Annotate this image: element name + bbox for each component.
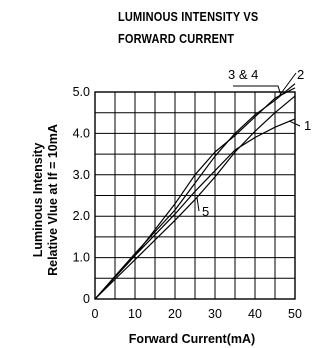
x-tick-label: 50: [288, 307, 302, 321]
x-tick-label: 0: [92, 307, 99, 321]
y-tick-label: 2.0: [73, 209, 90, 223]
x-tick-label: 40: [248, 307, 262, 321]
curve-label-leader: [196, 197, 200, 212]
y-axis-label-line-1: Luminous Intensity: [31, 143, 45, 258]
chart-title-line-1: LUMINOUS INTENSITY VS: [118, 10, 259, 24]
plot-frame: [94, 91, 296, 300]
series-line-1: [94, 118, 296, 300]
curve-label-1: 1: [304, 118, 311, 133]
tick-labels: 0 10 20 30 40 50 0 1.0 2.0 3.0 4.0 5.0: [73, 85, 302, 321]
curve-label-leader: [288, 120, 301, 127]
y-tick-label: 1.0: [73, 251, 90, 265]
x-tick-label: 30: [208, 307, 222, 321]
curves: [94, 83, 296, 300]
series-line-3-4: [94, 87, 296, 300]
curve-label-2: 2: [297, 67, 304, 82]
curve-label-leader: [278, 72, 297, 97]
curve-label-3-4: 3 & 4: [228, 67, 258, 82]
y-tick-label: 0: [83, 292, 90, 306]
y-tick-label: 4.0: [73, 126, 90, 140]
y-tick-label: 3.0: [73, 168, 90, 182]
curve-label-5: 5: [202, 204, 209, 219]
x-axis-label: Forward Current(mA): [129, 332, 255, 346]
curve-label-leader: [233, 85, 282, 96]
y-tick-label: 5.0: [73, 85, 90, 99]
y-axis-label-line-2: Relative Vlue at If = 10mA: [46, 124, 60, 276]
chart-title-line-2: FORWARD CURRENT: [118, 32, 235, 46]
grid: [94, 91, 296, 300]
curve-labels: 1 2 3 & 4 5: [196, 67, 311, 219]
series-line-5: [94, 95, 296, 300]
x-tick-label: 20: [168, 307, 182, 321]
x-tick-label: 10: [128, 307, 142, 321]
